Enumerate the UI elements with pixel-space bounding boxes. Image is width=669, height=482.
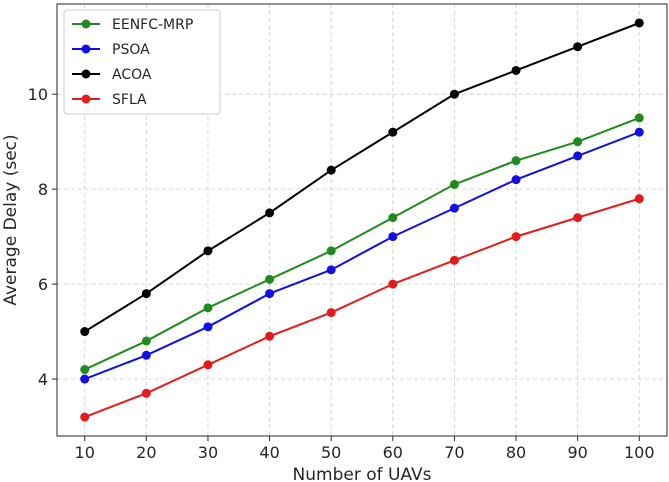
series-line [84, 22, 640, 333]
legend-item: SFLA [72, 92, 147, 108]
legend-label: ACOA [112, 67, 152, 83]
x-tick-label: 70 [444, 443, 464, 462]
legend-item: EENFC-MRP [72, 17, 193, 33]
plot-frame [56, 3, 668, 437]
data-point [511, 232, 521, 242]
x-axis: 10 20 30 40 50 60 70 80 90 100 [75, 436, 655, 462]
data-point [265, 331, 275, 341]
x-tick-label: 20 [136, 443, 156, 462]
legend-marker [81, 94, 91, 104]
series-acoa [80, 18, 644, 337]
y-tick-label: 10 [28, 85, 48, 104]
data-point [265, 289, 275, 299]
x-tick-label: 90 [567, 443, 587, 462]
data-point [634, 18, 644, 28]
data-point [388, 232, 398, 242]
data-point [573, 42, 583, 52]
data-point [573, 151, 583, 161]
x-tick-label: 40 [259, 443, 279, 462]
data-point [326, 246, 336, 256]
data-point [141, 388, 151, 398]
data-point [141, 350, 151, 360]
series-psoa [80, 127, 644, 384]
series-line [84, 117, 640, 371]
data-point [203, 360, 213, 370]
data-point [573, 137, 583, 147]
legend-marker [81, 69, 91, 79]
y-axis-title: Average Delay (sec) [1, 134, 21, 305]
data-point [80, 374, 90, 384]
data-point [80, 412, 90, 422]
series-line [84, 197, 640, 418]
y-tick-label: 8 [38, 180, 48, 199]
data-point [326, 165, 336, 175]
legend-marker [81, 19, 91, 29]
data-point [449, 203, 459, 213]
series-eenfc-mrp [80, 113, 644, 375]
data-point [511, 156, 521, 166]
x-axis-title: Number of UAVs [293, 465, 432, 482]
legend: EENFC-MRP PSOA ACOA SFLA [63, 9, 221, 115]
data-point [326, 308, 336, 318]
x-tick-label: 80 [506, 443, 526, 462]
data-point [573, 213, 583, 223]
data-point [141, 336, 151, 346]
x-tick-label: 60 [383, 443, 403, 462]
data-point [203, 322, 213, 332]
series-line [84, 131, 640, 380]
data-point [388, 127, 398, 137]
x-tick-label: 100 [624, 443, 655, 462]
data-point [634, 127, 644, 137]
y-tick-label: 6 [38, 275, 48, 294]
series-group [80, 18, 644, 422]
legend-label: EENFC-MRP [112, 17, 193, 33]
legend-label: PSOA [112, 42, 150, 58]
legend-label: SFLA [112, 92, 147, 108]
data-point [388, 279, 398, 289]
legend-box [63, 9, 221, 115]
data-point [449, 89, 459, 99]
x-tick-label: 10 [75, 443, 95, 462]
data-point [80, 327, 90, 337]
x-tick-label: 50 [321, 443, 341, 462]
y-tick-label: 4 [38, 370, 48, 389]
data-point [449, 255, 459, 265]
data-point [388, 213, 398, 223]
y-axis: 4 6 8 10 [28, 85, 57, 389]
data-point [326, 265, 336, 275]
data-point [634, 113, 644, 123]
data-point [511, 65, 521, 75]
legend-item: ACOA [72, 67, 152, 83]
data-point [511, 175, 521, 185]
data-point [265, 274, 275, 284]
data-point [634, 194, 644, 204]
data-point [449, 179, 459, 189]
data-point [203, 303, 213, 313]
data-point [141, 289, 151, 299]
data-point [80, 365, 90, 375]
data-point [265, 208, 275, 218]
legend-item: PSOA [72, 42, 150, 58]
data-point [203, 246, 213, 256]
legend-marker [81, 44, 91, 54]
series-sfla [80, 194, 644, 422]
x-tick-label: 30 [198, 443, 218, 462]
